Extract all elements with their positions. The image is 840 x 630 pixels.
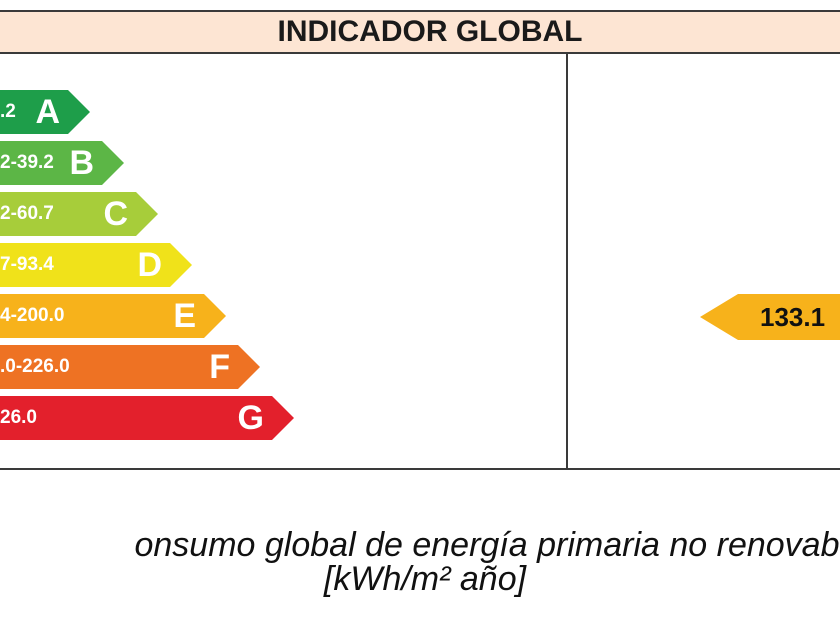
rating-bar-b: 2-39.2 B — [0, 141, 124, 185]
rating-range-b: 2-39.2 — [0, 152, 54, 173]
rating-letter-d: D — [137, 245, 162, 284]
rating-bar-e: 4-200.0 E — [0, 294, 226, 338]
scale-frame — [0, 54, 840, 470]
header-title: INDICADOR GLOBAL — [277, 15, 583, 48]
rating-bar-d: 7-93.4 D — [0, 243, 192, 287]
rating-range-a: .2 — [0, 101, 16, 122]
rating-range-c: 2-60.7 — [0, 203, 54, 224]
rating-letter-a: A — [35, 92, 60, 131]
column-divider — [566, 54, 568, 470]
rating-letter-e: E — [173, 296, 196, 335]
rating-range-d: 7-93.4 — [0, 254, 54, 275]
caption: onsumo global de energía primaria no ren… — [0, 528, 840, 596]
header-bar: INDICADOR GLOBAL — [0, 10, 840, 54]
rating-letter-g: G — [237, 398, 264, 437]
rating-range-g: 26.0 — [0, 407, 37, 428]
rating-letter-c: C — [103, 194, 128, 233]
rating-range-e: 4-200.0 — [0, 305, 65, 326]
rating-letter-b: B — [69, 143, 94, 182]
rating-bar-a: .2 A — [0, 90, 90, 134]
caption-line-2: [kWh/m² año] — [323, 560, 527, 598]
rating-bar-g: 26.0 G — [0, 396, 294, 440]
rating-bar-f: .0-226.0 F — [0, 345, 260, 389]
rating-range-f: .0-226.0 — [0, 356, 70, 377]
rating-indicator-value: 133.1 — [760, 301, 826, 332]
caption-line-1: onsumo global de energía primaria no ren… — [134, 526, 840, 564]
rating-bar-c: 2-60.7 C — [0, 192, 158, 236]
rating-letter-f: F — [209, 347, 230, 386]
